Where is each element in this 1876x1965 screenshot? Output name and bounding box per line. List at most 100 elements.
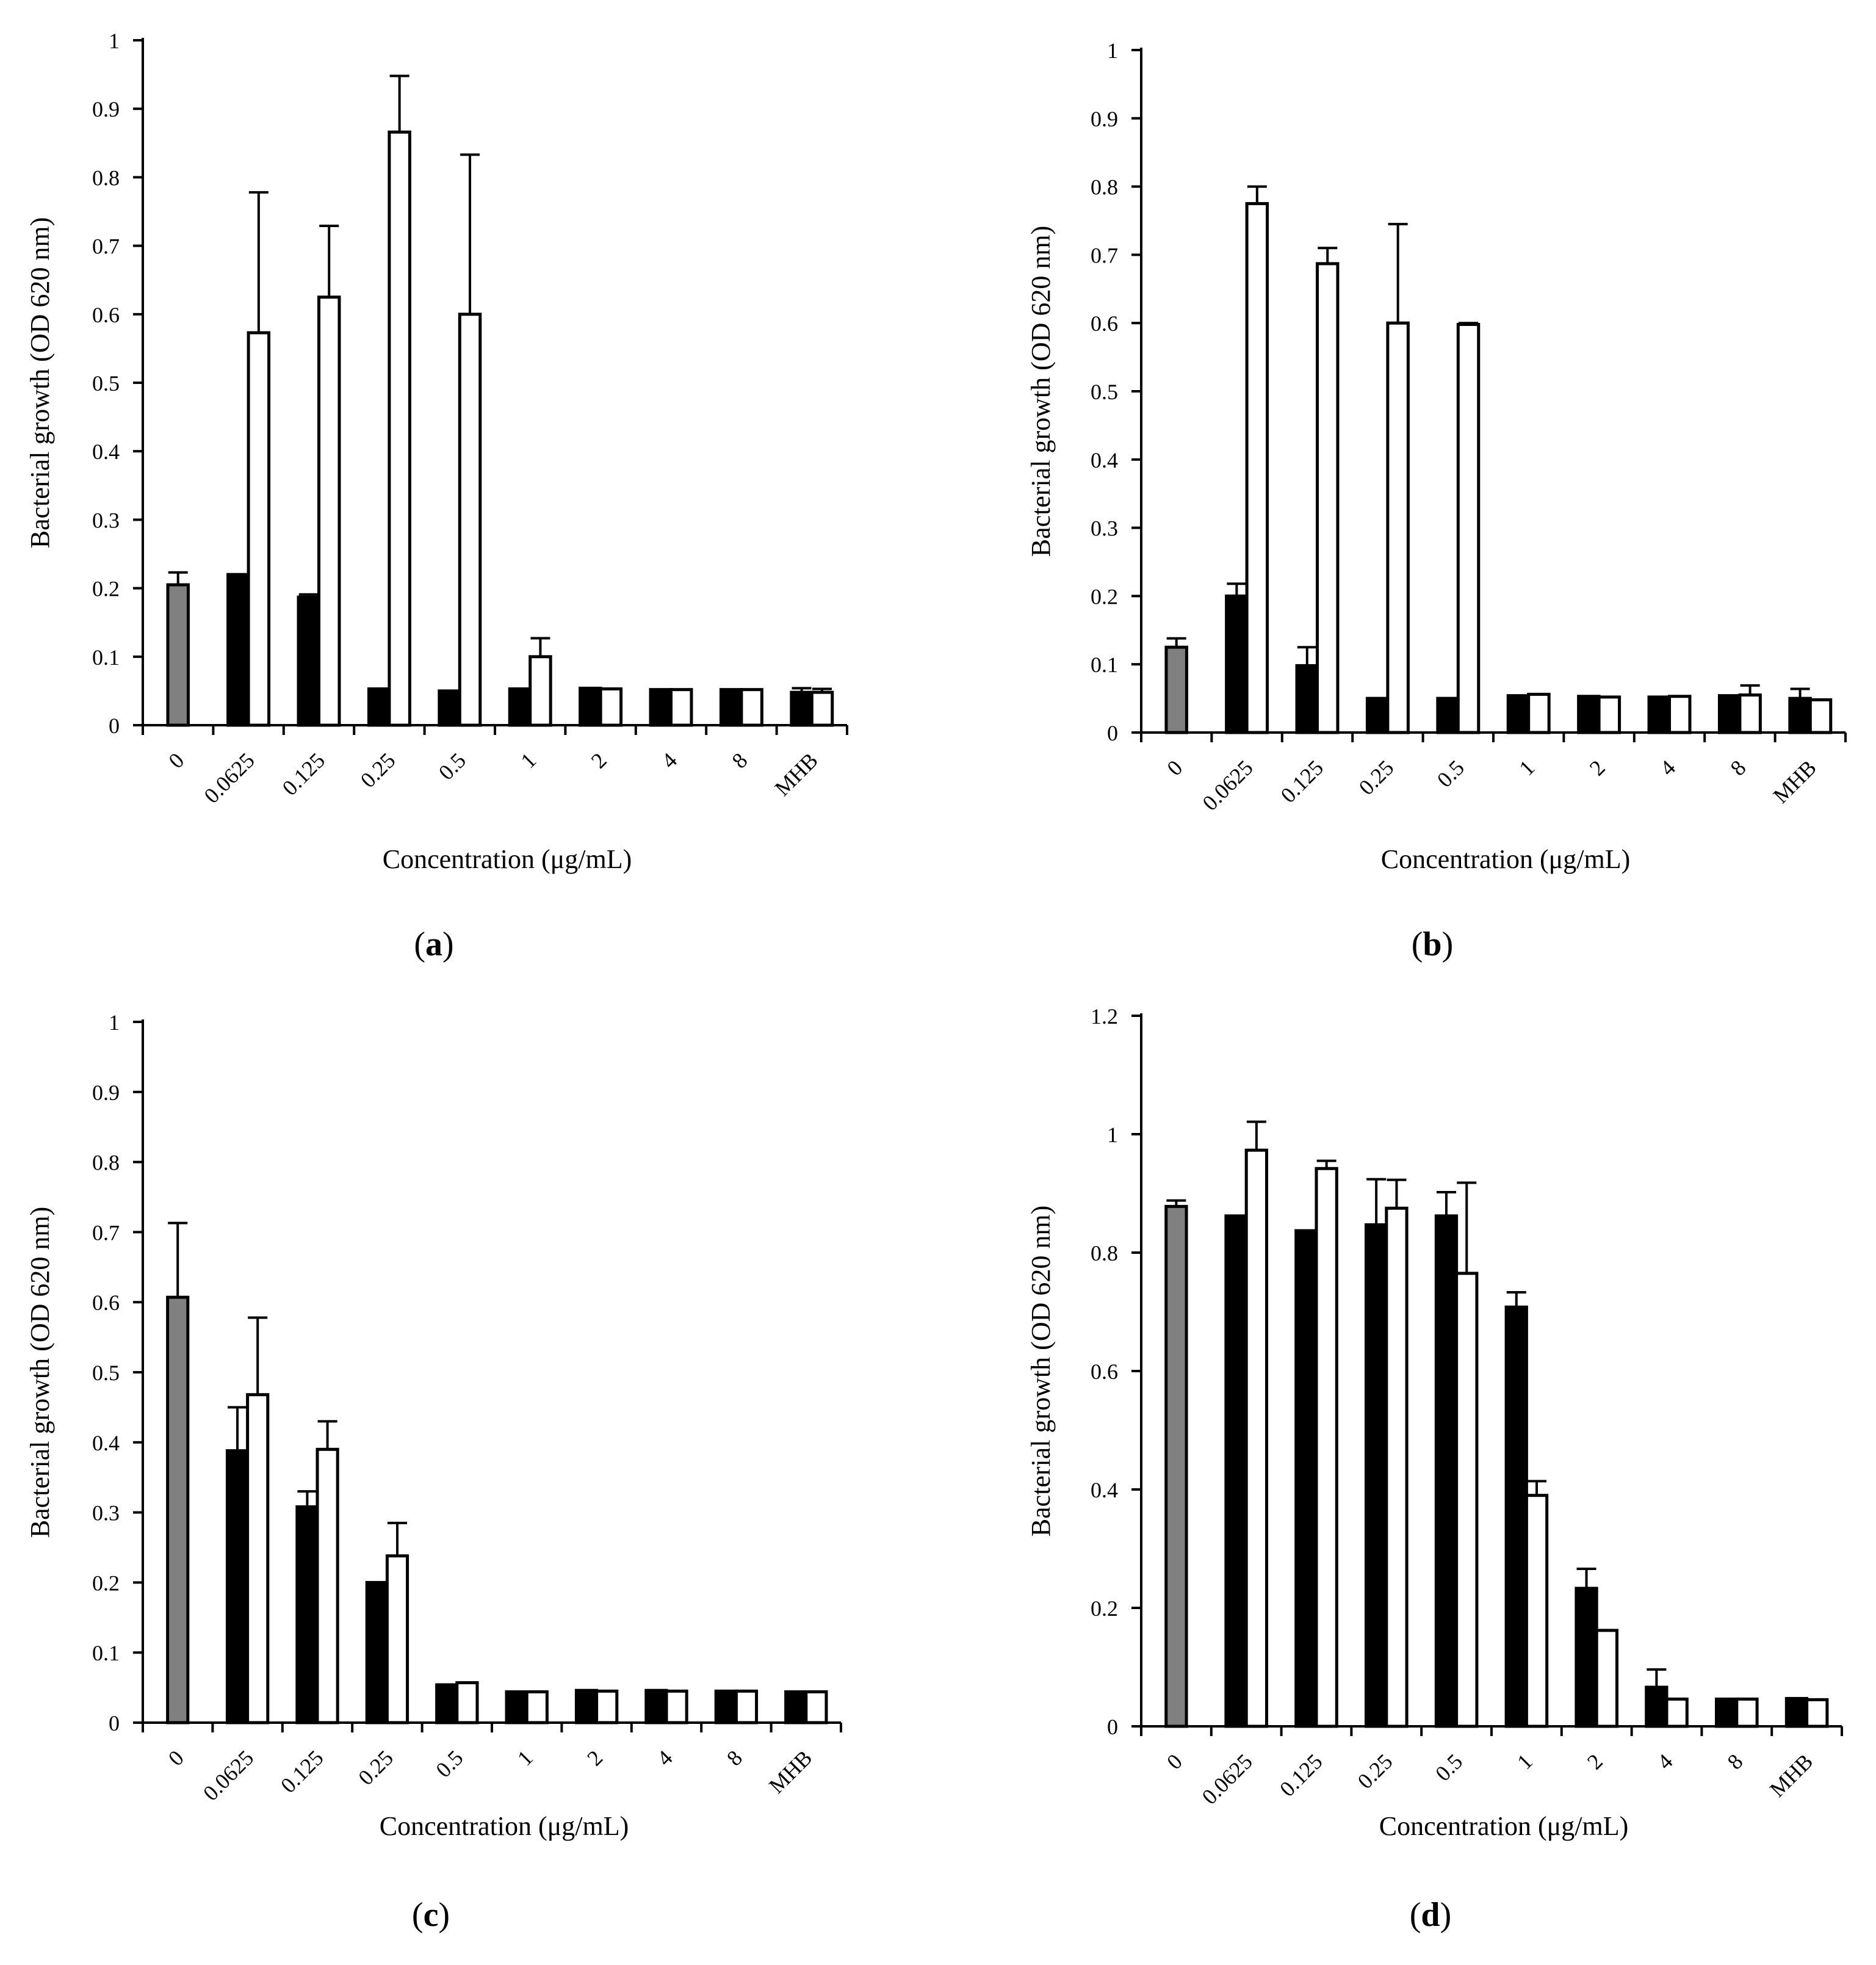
panel-label-letter: d — [1421, 1896, 1440, 1934]
bar-black — [1436, 697, 1460, 734]
x-tick-label: 2 — [582, 1745, 607, 1770]
bar-white — [1455, 1272, 1479, 1728]
y-tick-label: 0.1 — [1091, 653, 1118, 677]
bar-black — [1224, 1214, 1248, 1728]
x-tick-label: MHB — [1765, 1749, 1817, 1801]
y-tick-label: 0.6 — [1091, 1359, 1118, 1384]
bar-white — [1595, 1629, 1618, 1728]
bar-white — [247, 331, 271, 727]
bar-white — [1315, 1167, 1338, 1728]
bar-control — [166, 1295, 190, 1724]
panel-label-paren-open: ( — [1410, 1896, 1421, 1934]
panel-label: (c) — [412, 1896, 450, 1934]
bar-white — [529, 655, 552, 727]
y-tick-label: 0.6 — [1091, 311, 1118, 336]
x-tick-label: MHB — [770, 748, 823, 800]
bar-black — [505, 1690, 529, 1724]
x-tick-label: 0.25 — [1354, 755, 1399, 800]
x-tick-label: 1 — [1514, 755, 1539, 780]
bar-white — [734, 1689, 759, 1724]
y-tick-label: 0.1 — [92, 1641, 120, 1665]
y-tick-label: 0.8 — [1091, 175, 1118, 200]
x-axis-title: Concentration (μg/mL) — [1379, 1811, 1628, 1841]
y-tick-label: 0.2 — [92, 577, 120, 601]
bar-white — [1316, 262, 1340, 734]
chart-panel-b: 0 0.1 0.2 0.3 0.4 0.5 0.6 0.7 0.8 0.9 1 0 0.0625 0.12… — [1026, 38, 1847, 963]
bar-black — [1717, 694, 1742, 734]
x-tick-label: 0 — [164, 748, 189, 773]
chart-panel-c: 0 0.1 0.2 0.3 0.4 0.5 0.6 0.7 0.8 0.9 1 0 0.0625 0.12… — [25, 1010, 842, 1934]
bar-black — [1365, 1223, 1388, 1728]
x-tick-label: 0.125 — [276, 1745, 328, 1798]
bar-black — [367, 687, 391, 727]
x-tick-label: 0.5 — [1430, 1749, 1467, 1786]
y-tick-label: 0.3 — [1091, 516, 1118, 541]
y-tick-label: 0.4 — [1091, 448, 1118, 472]
y-tick-label: 0.8 — [1091, 1241, 1118, 1265]
bar-white — [1385, 1206, 1409, 1728]
x-tick-label: 4 — [1653, 1749, 1678, 1774]
y-tick-label: 0 — [1107, 721, 1118, 745]
panel-label-letter: c — [424, 1896, 439, 1934]
bar-white — [1808, 698, 1833, 734]
bar-control — [1164, 1204, 1188, 1728]
x-tick-label: 0 — [1162, 1749, 1187, 1774]
bar-black — [1647, 695, 1671, 734]
x-tick-label: 0 — [164, 1745, 189, 1770]
bar-white — [316, 1447, 339, 1724]
y-axis-title: Bacterial growth (OD 620 nm) — [25, 1207, 55, 1538]
bar-white — [1244, 1148, 1268, 1728]
y-tick-label: 0.8 — [92, 1151, 120, 1175]
panel-label-paren-close: ) — [442, 925, 454, 963]
panel-label: (a) — [414, 925, 453, 963]
bar-white — [1735, 1697, 1759, 1728]
bar-black — [1645, 1685, 1669, 1728]
bar-black — [1365, 697, 1390, 734]
y-tick-label: 0.4 — [1091, 1478, 1118, 1502]
chart-panel-a: 0 0.1 0.2 0.3 0.4 0.5 0.6 0.7 0.8 0.9 1 0 0.0625 0.12… — [25, 29, 848, 963]
bar-black — [295, 1505, 319, 1724]
x-tick-label: 2 — [1582, 1749, 1607, 1774]
x-tick-label: 0.5 — [1432, 755, 1469, 792]
bar-white — [1668, 695, 1692, 734]
y-tick-label: 0.6 — [92, 1290, 120, 1315]
panel-label-paren-open: ( — [1412, 925, 1423, 963]
bar-control — [1164, 645, 1188, 734]
bar-black — [435, 1683, 459, 1724]
bar-black — [644, 1688, 668, 1724]
bar-white — [458, 313, 482, 727]
y-tick-label: 0 — [1107, 1715, 1118, 1739]
bar-black — [1784, 1696, 1809, 1728]
y-tick-label: 0.3 — [92, 1501, 120, 1525]
y-tick-label: 0.7 — [1091, 243, 1118, 267]
bar-white — [1456, 322, 1481, 734]
bar-black — [508, 687, 532, 727]
bar-black — [1577, 695, 1601, 734]
x-axis-title: Concentration (μg/mL) — [383, 844, 632, 874]
bar-black — [714, 1689, 738, 1724]
bar-white — [1524, 1494, 1549, 1728]
x-tick-label: 4 — [1655, 755, 1680, 780]
x-tick-label: 0.0625 — [198, 1745, 258, 1805]
y-tick-label: 0.4 — [92, 1431, 120, 1455]
bar-black — [226, 573, 250, 727]
bar-white — [1805, 1698, 1829, 1728]
bar-black — [784, 1690, 808, 1724]
x-tick-label: 0.0625 — [199, 748, 259, 808]
y-tick-label: 0.2 — [1091, 1596, 1118, 1621]
y-tick-label: 0 — [109, 714, 120, 738]
bar-black — [297, 595, 320, 727]
bar-black — [1294, 1229, 1318, 1728]
bar-black — [649, 688, 673, 727]
bar-white — [599, 687, 623, 727]
x-tick-label: 4 — [652, 1745, 677, 1770]
x-tick-label: 0.125 — [1275, 1749, 1327, 1801]
bar-white — [1527, 692, 1551, 734]
panel-label-paren-open: ( — [412, 1896, 424, 1934]
y-axis-title: Bacterial growth (OD 620 nm) — [1026, 226, 1056, 557]
bar-black — [1506, 694, 1531, 734]
bar-white — [595, 1689, 619, 1724]
x-tick-label: 2 — [586, 748, 612, 773]
x-tick-label: 0 — [1162, 755, 1187, 780]
